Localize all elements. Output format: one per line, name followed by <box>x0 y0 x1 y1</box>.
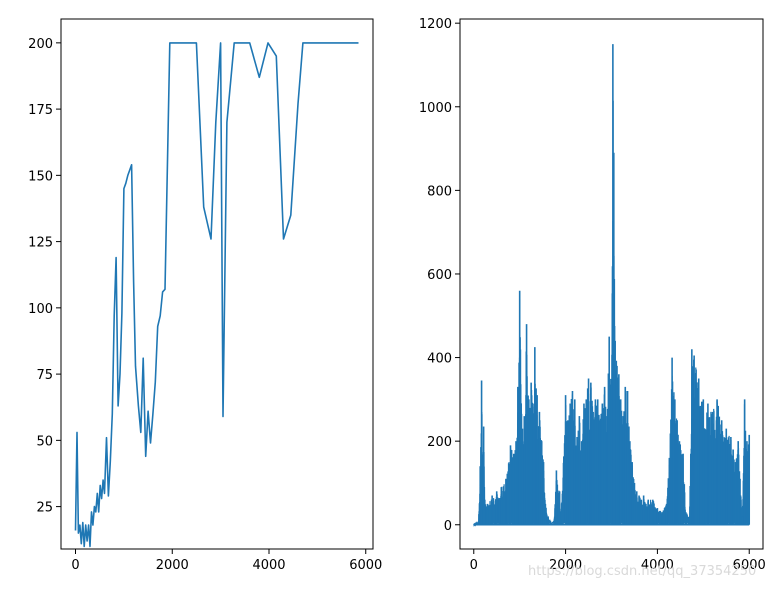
right-chart: 0 2000 4000 6000 0 200 400 600 800 1000 1200 <box>419 17 766 573</box>
y-tick-label: 200 <box>28 37 53 52</box>
plot-area-frame <box>60 18 374 550</box>
y-tick-label: 25 <box>36 501 53 516</box>
left-chart: 0 2000 4000 6000 25 50 75 100 125 150 175 200 <box>28 18 382 573</box>
y-tick-label: 600 <box>427 268 452 283</box>
y-tick-label: 1000 <box>419 101 452 116</box>
x-tick-label: 0 <box>71 558 79 573</box>
y-tick-label: 400 <box>427 352 452 367</box>
y-tick-label: 75 <box>36 368 53 383</box>
y-tick-label: 100 <box>28 302 53 317</box>
x-tick-label: 6000 <box>733 558 766 573</box>
x-tick-label: 4000 <box>252 558 285 573</box>
x-tick-label: 6000 <box>349 558 382 573</box>
x-tick-label: 0 <box>470 558 478 573</box>
x-tick-label: 4000 <box>641 558 674 573</box>
y-tick-label: 150 <box>28 169 53 184</box>
y-tick-label: 1200 <box>419 17 452 32</box>
y-tick-label: 125 <box>28 236 53 251</box>
y-tick-label: 800 <box>427 184 452 199</box>
plot-area-frame <box>459 18 764 550</box>
y-tick-label: 175 <box>28 103 53 118</box>
y-tick-label: 200 <box>427 435 452 450</box>
watermark-text: https://blog.csdn.net/qq_37354250 <box>528 564 757 579</box>
y-tick-label: 0 <box>444 519 452 534</box>
x-tick-label: 2000 <box>156 558 189 573</box>
x-tick-label: 2000 <box>549 558 582 573</box>
y-tick-label: 50 <box>36 434 53 449</box>
series-line <box>74 42 359 548</box>
